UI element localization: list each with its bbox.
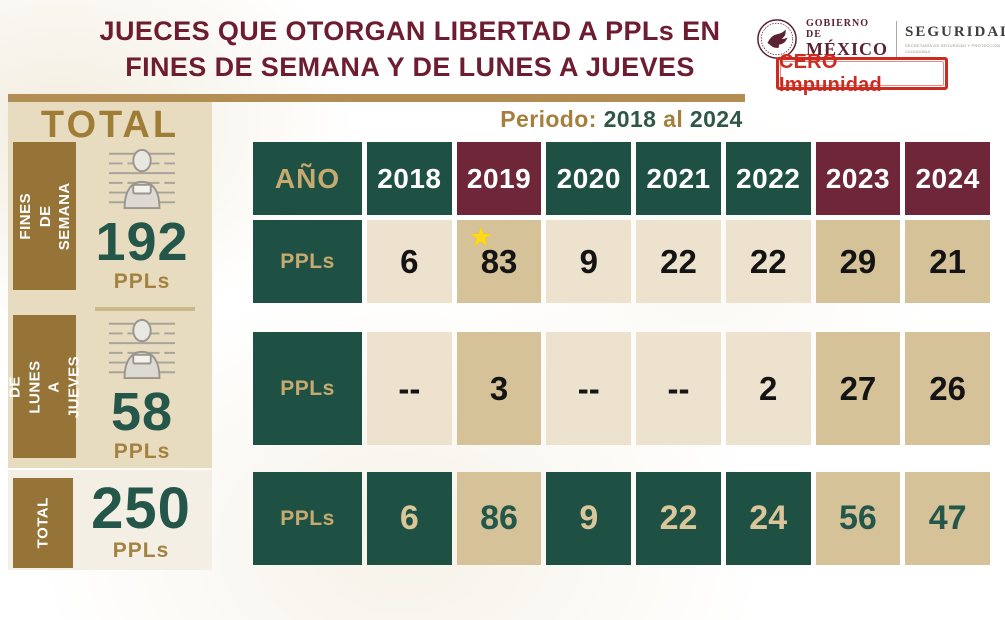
weekend-total-unit: PPLs bbox=[113, 270, 171, 293]
grand-total-block: 250 PPLs bbox=[70, 480, 212, 563]
header-2020: 2020 bbox=[556, 162, 621, 194]
weekend-tab-label: FINES DE SEMANA bbox=[16, 181, 73, 250]
grand-total-tab: TOTAL bbox=[13, 478, 73, 568]
total-cell: 47 bbox=[928, 499, 967, 537]
period-start-year: 2018 bbox=[603, 106, 657, 132]
cero-impunidad-stamp: CERO Impunidad bbox=[776, 51, 948, 96]
period-label: Periodo: 2018 al 2024 bbox=[253, 106, 990, 133]
weekday-section-tab: DE LUNES A JUEVES bbox=[7, 315, 82, 458]
row-label: PPLs bbox=[280, 506, 335, 530]
data-cell: -- bbox=[667, 369, 690, 407]
data-cell: 2 bbox=[759, 369, 778, 407]
gobierno-de-mexico-wordmark: GOBIERNO DE MÉXICO bbox=[806, 18, 888, 60]
data-cell: 22 bbox=[749, 242, 787, 280]
period-connector: al bbox=[663, 106, 684, 132]
gobierno-de-label: GOBIERNO DE bbox=[806, 18, 870, 40]
header-2023: 2023 bbox=[825, 162, 891, 194]
data-cell: 22 bbox=[660, 242, 697, 280]
total-cell: 9 bbox=[579, 499, 599, 537]
header-2021: 2021 bbox=[646, 162, 711, 194]
weekend-section-tab: FINES DE SEMANA bbox=[13, 142, 76, 290]
data-cell: 9 bbox=[579, 242, 598, 280]
totals-sidebar: TOTAL FINES DE SEMANA 192 PPLs DE LUNES … bbox=[7, 102, 212, 468]
mugshot-icon bbox=[109, 318, 175, 380]
data-cell: 6 bbox=[400, 242, 419, 280]
page-title: JUECES QUE OTORGAN LIBERTAD A PPLs EN FI… bbox=[60, 14, 760, 85]
total-cell: 24 bbox=[749, 499, 788, 537]
data-cell: 3 bbox=[489, 369, 509, 407]
header-2018: 2018 bbox=[377, 162, 442, 194]
title-line-2: FINES DE SEMANA Y DE LUNES A JUEVES bbox=[125, 51, 695, 82]
weekend-total-block: 192 PPLs bbox=[72, 146, 212, 294]
year-column-header: AÑO bbox=[274, 162, 341, 194]
grand-total-unit: PPLs bbox=[112, 539, 170, 562]
data-cell: 27 bbox=[839, 369, 877, 407]
weekend-total-value: 192 bbox=[95, 212, 189, 272]
period-prefix: Periodo: bbox=[500, 106, 597, 132]
header-2024: 2024 bbox=[915, 162, 980, 194]
total-cell: 86 bbox=[480, 499, 518, 537]
section-divider bbox=[95, 307, 195, 311]
grand-total-tab-label: TOTAL bbox=[34, 497, 52, 549]
mexico-label: MÉXICO bbox=[806, 39, 888, 60]
period-end-year: 2024 bbox=[689, 106, 743, 132]
stamp-text: CERO Impunidad bbox=[779, 50, 882, 96]
data-cell: -- bbox=[577, 369, 600, 407]
table-row-totals: PPLs 6 86 9 22 24 56 47 bbox=[253, 472, 990, 565]
data-cell: 26 bbox=[929, 369, 966, 407]
agency-block: SEGURIDAD SECRETARÍA DE SEGURIDAD Y PROT… bbox=[905, 24, 1005, 53]
weekday-total-block: 58 PPLs bbox=[72, 316, 212, 464]
header-2019: 2019 bbox=[466, 162, 532, 194]
logo-divider bbox=[896, 21, 897, 57]
agency-subtitle: SECRETARÍA DE SEGURIDAD Y PROTECCIÓN CIU… bbox=[905, 43, 1001, 54]
weekday-total-unit: PPLs bbox=[113, 440, 171, 463]
total-cell: 22 bbox=[659, 499, 698, 537]
data-cell: 29 bbox=[839, 242, 877, 280]
sidebar-total-heading: TOTAL bbox=[40, 104, 180, 146]
row-label: PPLs bbox=[280, 249, 335, 273]
seguridad-label: SEGURIDAD bbox=[905, 24, 1005, 41]
data-cell: 21 bbox=[929, 242, 966, 280]
header-2022: 2022 bbox=[736, 162, 801, 194]
gold-divider-bar bbox=[8, 94, 745, 102]
table-header-row: AÑO 2018 2019 2020 2021 2022 2023 2024 bbox=[253, 142, 990, 215]
data-cell: 83 bbox=[480, 242, 518, 280]
title-line-1: JUECES QUE OTORGAN LIBERTAD A PPLs EN bbox=[99, 16, 721, 46]
mugshot-icon bbox=[109, 148, 175, 210]
grand-total-value: 250 bbox=[91, 476, 191, 541]
row-label: PPLs bbox=[280, 376, 335, 400]
weekday-total-value: 58 bbox=[110, 382, 174, 442]
table-row-weekdays: PPLs -- 3 -- -- 2 27 26 bbox=[253, 332, 990, 445]
table-row-weekends: PPLs 6 ★ 83 9 22 22 29 21 bbox=[253, 220, 990, 303]
star-icon: ★ bbox=[468, 222, 493, 252]
total-cell: 6 bbox=[399, 499, 419, 537]
government-logo: GOBIERNO DE MÉXICO SEGURIDAD SECRETARÍA … bbox=[756, 18, 1005, 60]
grand-total-strip: TOTAL 250 PPLs bbox=[8, 470, 212, 570]
data-cell: -- bbox=[398, 369, 421, 407]
total-cell: 56 bbox=[839, 499, 877, 537]
